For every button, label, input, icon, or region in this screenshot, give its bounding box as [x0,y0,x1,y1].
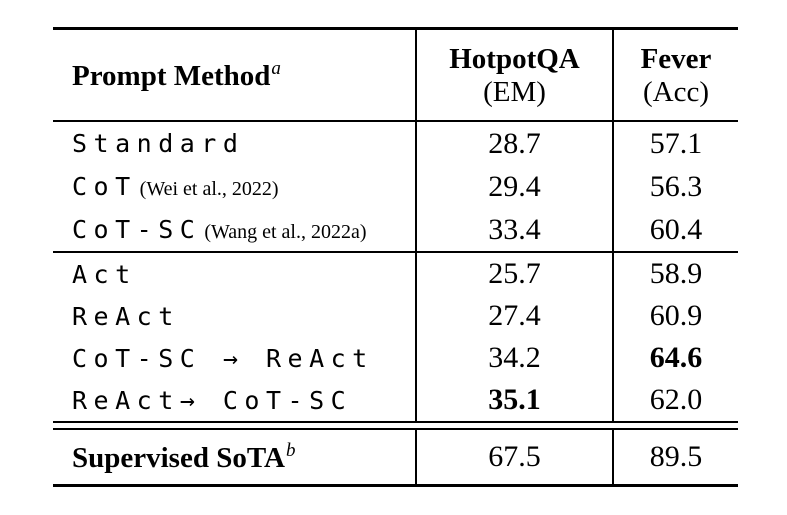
table-header: Prompt Methoda HotpotQA (EM) Fever (Acc) [53,27,738,122]
method-cell: ReAct→ CoT-SC [53,379,416,423]
em-value: 27.4 [415,295,613,337]
method-name: CoT-SC → ReAct [72,343,374,373]
method-cell: CoT (Wei et al., 2022) [53,165,416,208]
method-cell: ReAct [53,295,416,337]
table-row-cot-sc: CoT-SC (Wang et al., 2022a) 33.4 60.4 [53,208,738,253]
double-rule-separator [53,422,738,430]
method-cell: Act [53,252,416,295]
header-row: Prompt Methoda HotpotQA (EM) Fever (Acc) [53,27,738,122]
table-row-standard: Standard 28.7 57.1 [53,121,738,165]
header-fever-metric: (Acc) [642,76,709,108]
separator-cell [416,422,613,430]
acc-value: 60.4 [612,208,738,253]
method-name: Act [72,259,137,289]
group-supervised: Supervised SoTAb 67.5 89.5 [53,429,738,487]
header-fever: Fever (Acc) [612,27,738,122]
em-value: 35.1 [415,379,613,423]
method-citation: (Wang et al., 2022a) [204,221,367,243]
acc-value: 58.9 [612,252,738,295]
acc-value: 64.6 [612,337,738,379]
separator-row [53,422,738,430]
acc-value: 57.1 [612,121,738,165]
method-cell: CoT-SC → ReAct [53,337,416,379]
method-citation: (Wei et al., 2022) [139,178,279,200]
separator-cell [53,422,416,430]
header-prompt-method-label: Prompt Method [72,59,271,92]
separator-cell [613,422,738,430]
method-name: CoT-SC [72,215,202,244]
group-acting-methods: Act 25.7 58.9 ReAct 27.4 60.9 CoT-SC → R… [53,252,738,423]
header-hotpotqa-title: HotpotQA [449,43,580,75]
group-baseline-prompting: Standard 28.7 57.1 CoT (Wei et al., 2022)… [53,121,738,253]
em-value: 67.5 [415,429,613,487]
table-row-cot-sc-to-react: CoT-SC → ReAct 34.2 64.6 [53,337,738,379]
method-cell: CoT-SC (Wang et al., 2022a) [53,208,416,253]
method-name: Standard [72,129,245,158]
em-value: 33.4 [415,208,613,253]
table-row-supervised-sota: Supervised SoTAb 67.5 89.5 [53,429,738,487]
header-prompt-method: Prompt Methoda [53,27,416,122]
table-row-react: ReAct 27.4 60.9 [53,295,738,337]
em-value: 25.7 [415,252,613,295]
em-value: 29.4 [415,165,613,208]
method-cell: Standard [53,121,416,165]
table-row-cot: CoT (Wei et al., 2022) 29.4 56.3 [53,165,738,208]
table-row-act: Act 25.7 58.9 [53,252,738,295]
method-name: ReAct [72,301,180,331]
footnote-marker-b: b [285,439,296,461]
header-hotpotqa-metric: (EM) [483,76,546,108]
results-table: Prompt Methoda HotpotQA (EM) Fever (Acc)… [53,27,738,487]
footnote-marker-a: a [271,57,281,79]
header-hotpotqa: HotpotQA (EM) [415,27,613,122]
method-name: CoT [72,172,137,201]
method-cell: Supervised SoTAb [53,429,416,487]
acc-value: 56.3 [612,165,738,208]
header-fever-title: Fever [640,43,712,75]
em-value: 28.7 [415,121,613,165]
em-value: 34.2 [415,337,613,379]
acc-value: 62.0 [612,379,738,423]
table-row-react-to-cot-sc: ReAct→ CoT-SC 35.1 62.0 [53,379,738,423]
supervised-sota-label: Supervised SoTA [72,441,285,474]
method-name: ReAct→ CoT-SC [72,385,353,415]
acc-value: 60.9 [612,295,738,337]
acc-value: 89.5 [612,429,738,487]
